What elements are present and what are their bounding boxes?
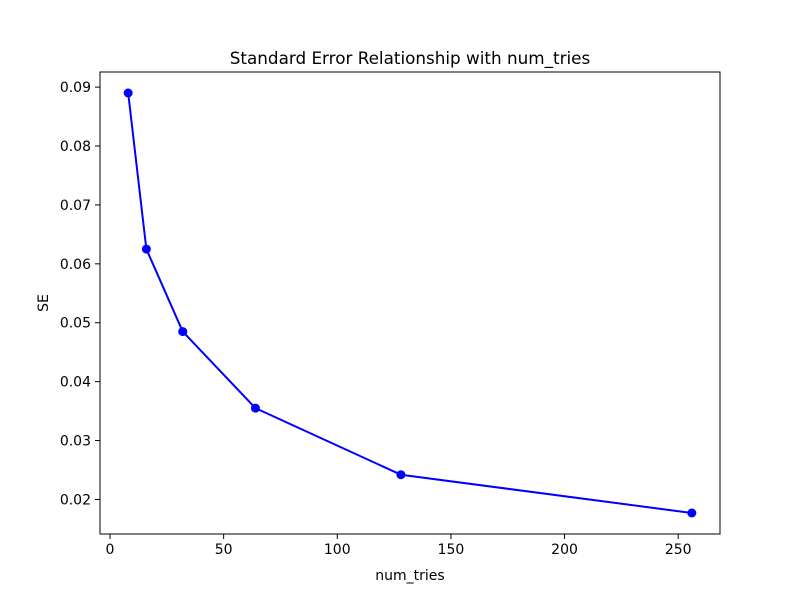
y-tick-label: 0.05: [60, 316, 91, 332]
data-point-marker: [141, 244, 151, 254]
data-point-marker: [178, 327, 188, 337]
data-point-marker: [396, 470, 406, 480]
x-tick-label: 250: [665, 542, 692, 558]
y-axis-ticks: 0.02 0.03 0.04 0.05 0.06 0.07 0.08 0.09: [60, 80, 100, 508]
x-tick-label: 0: [106, 542, 115, 558]
x-tick-label: 200: [551, 542, 578, 558]
axes-frame: [99, 71, 721, 535]
y-tick-label: 0.02: [60, 492, 91, 508]
y-tick-label: 0.09: [60, 80, 91, 96]
y-tick-label: 0.06: [60, 257, 91, 273]
data-point-marker: [250, 403, 260, 413]
data-line-series: [127, 92, 692, 514]
y-tick-label: 0.03: [60, 434, 91, 450]
data-point-marker: [123, 88, 133, 98]
x-tick-label: 50: [215, 542, 233, 558]
y-axis-label: SE: [36, 294, 52, 312]
x-tick-label: 150: [438, 542, 465, 558]
y-tick-label: 0.04: [60, 375, 91, 391]
x-tick-label: 100: [324, 542, 351, 558]
x-axis-ticks: 0 50 100 150 200 250: [106, 534, 692, 558]
data-point-marker: [687, 508, 697, 518]
chart-title: Standard Error Relationship with num_tri…: [230, 48, 590, 69]
data-markers: [123, 88, 697, 518]
y-tick-label: 0.07: [60, 198, 91, 214]
x-axis-label: num_tries: [375, 568, 444, 584]
plot-area: [100, 72, 720, 534]
y-tick-label: 0.08: [60, 139, 91, 155]
